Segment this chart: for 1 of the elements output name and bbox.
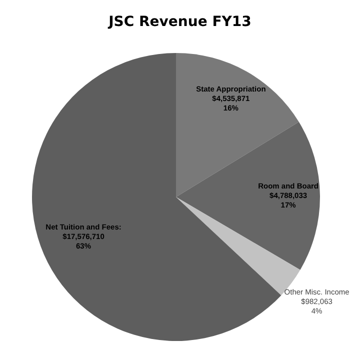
- chart-title: JSC Revenue FY13: [108, 14, 252, 30]
